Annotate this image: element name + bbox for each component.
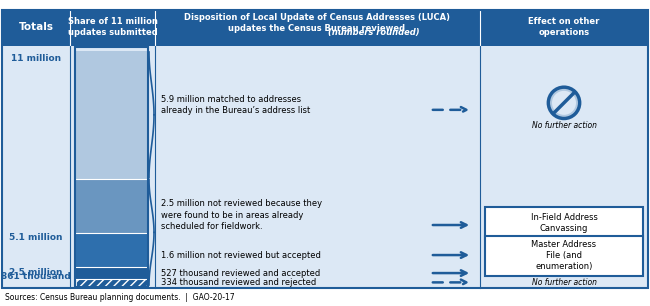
Text: No further action: No further action bbox=[532, 278, 597, 287]
Bar bbox=[76, 233, 147, 267]
Text: No further action: No further action bbox=[532, 121, 597, 130]
Text: 861 thousand: 861 thousand bbox=[1, 272, 71, 281]
Bar bbox=[75, 47, 148, 287]
Text: Master Address
File (and
enumeration): Master Address File (and enumeration) bbox=[532, 240, 597, 271]
Text: (numbers rounded): (numbers rounded) bbox=[328, 28, 419, 38]
Text: Effect on other
operations: Effect on other operations bbox=[528, 17, 600, 37]
FancyBboxPatch shape bbox=[485, 236, 643, 276]
Bar bbox=[76, 179, 147, 233]
Text: Totals: Totals bbox=[18, 22, 53, 32]
Text: Sources: Census Bureau planning documents.  |  GAO-20-17: Sources: Census Bureau planning document… bbox=[5, 293, 235, 301]
Text: 5.1 million: 5.1 million bbox=[9, 233, 63, 242]
Text: In-Field Address
Canvassing: In-Field Address Canvassing bbox=[530, 213, 597, 233]
Text: Disposition of Local Update of Census Addresses (LUCA)
updates the Census Bureau: Disposition of Local Update of Census Ad… bbox=[185, 13, 450, 33]
Circle shape bbox=[548, 87, 580, 119]
Text: 527 thousand reviewed and accepted: 527 thousand reviewed and accepted bbox=[161, 269, 320, 278]
Text: 2.5 million: 2.5 million bbox=[9, 268, 63, 277]
Bar bbox=[2, 10, 648, 46]
Bar bbox=[76, 267, 147, 279]
Bar bbox=[76, 51, 147, 179]
FancyBboxPatch shape bbox=[485, 207, 643, 239]
Text: 5.9 million matched to addresses
already in the Bureau’s address list: 5.9 million matched to addresses already… bbox=[161, 95, 310, 115]
Text: 11 million: 11 million bbox=[11, 54, 61, 62]
Bar bbox=[2, 46, 648, 288]
Bar bbox=[76, 279, 147, 286]
Text: 334 thousand reviewed and rejected: 334 thousand reviewed and rejected bbox=[161, 278, 317, 287]
Text: Share of 11 million
updates submitted: Share of 11 million updates submitted bbox=[68, 17, 157, 37]
Text: 1.6 million not reviewed but accepted: 1.6 million not reviewed but accepted bbox=[161, 251, 321, 259]
Circle shape bbox=[552, 91, 576, 115]
Text: 2.5 million not reviewed because they
were found to be in areas already
schedule: 2.5 million not reviewed because they we… bbox=[161, 200, 322, 231]
